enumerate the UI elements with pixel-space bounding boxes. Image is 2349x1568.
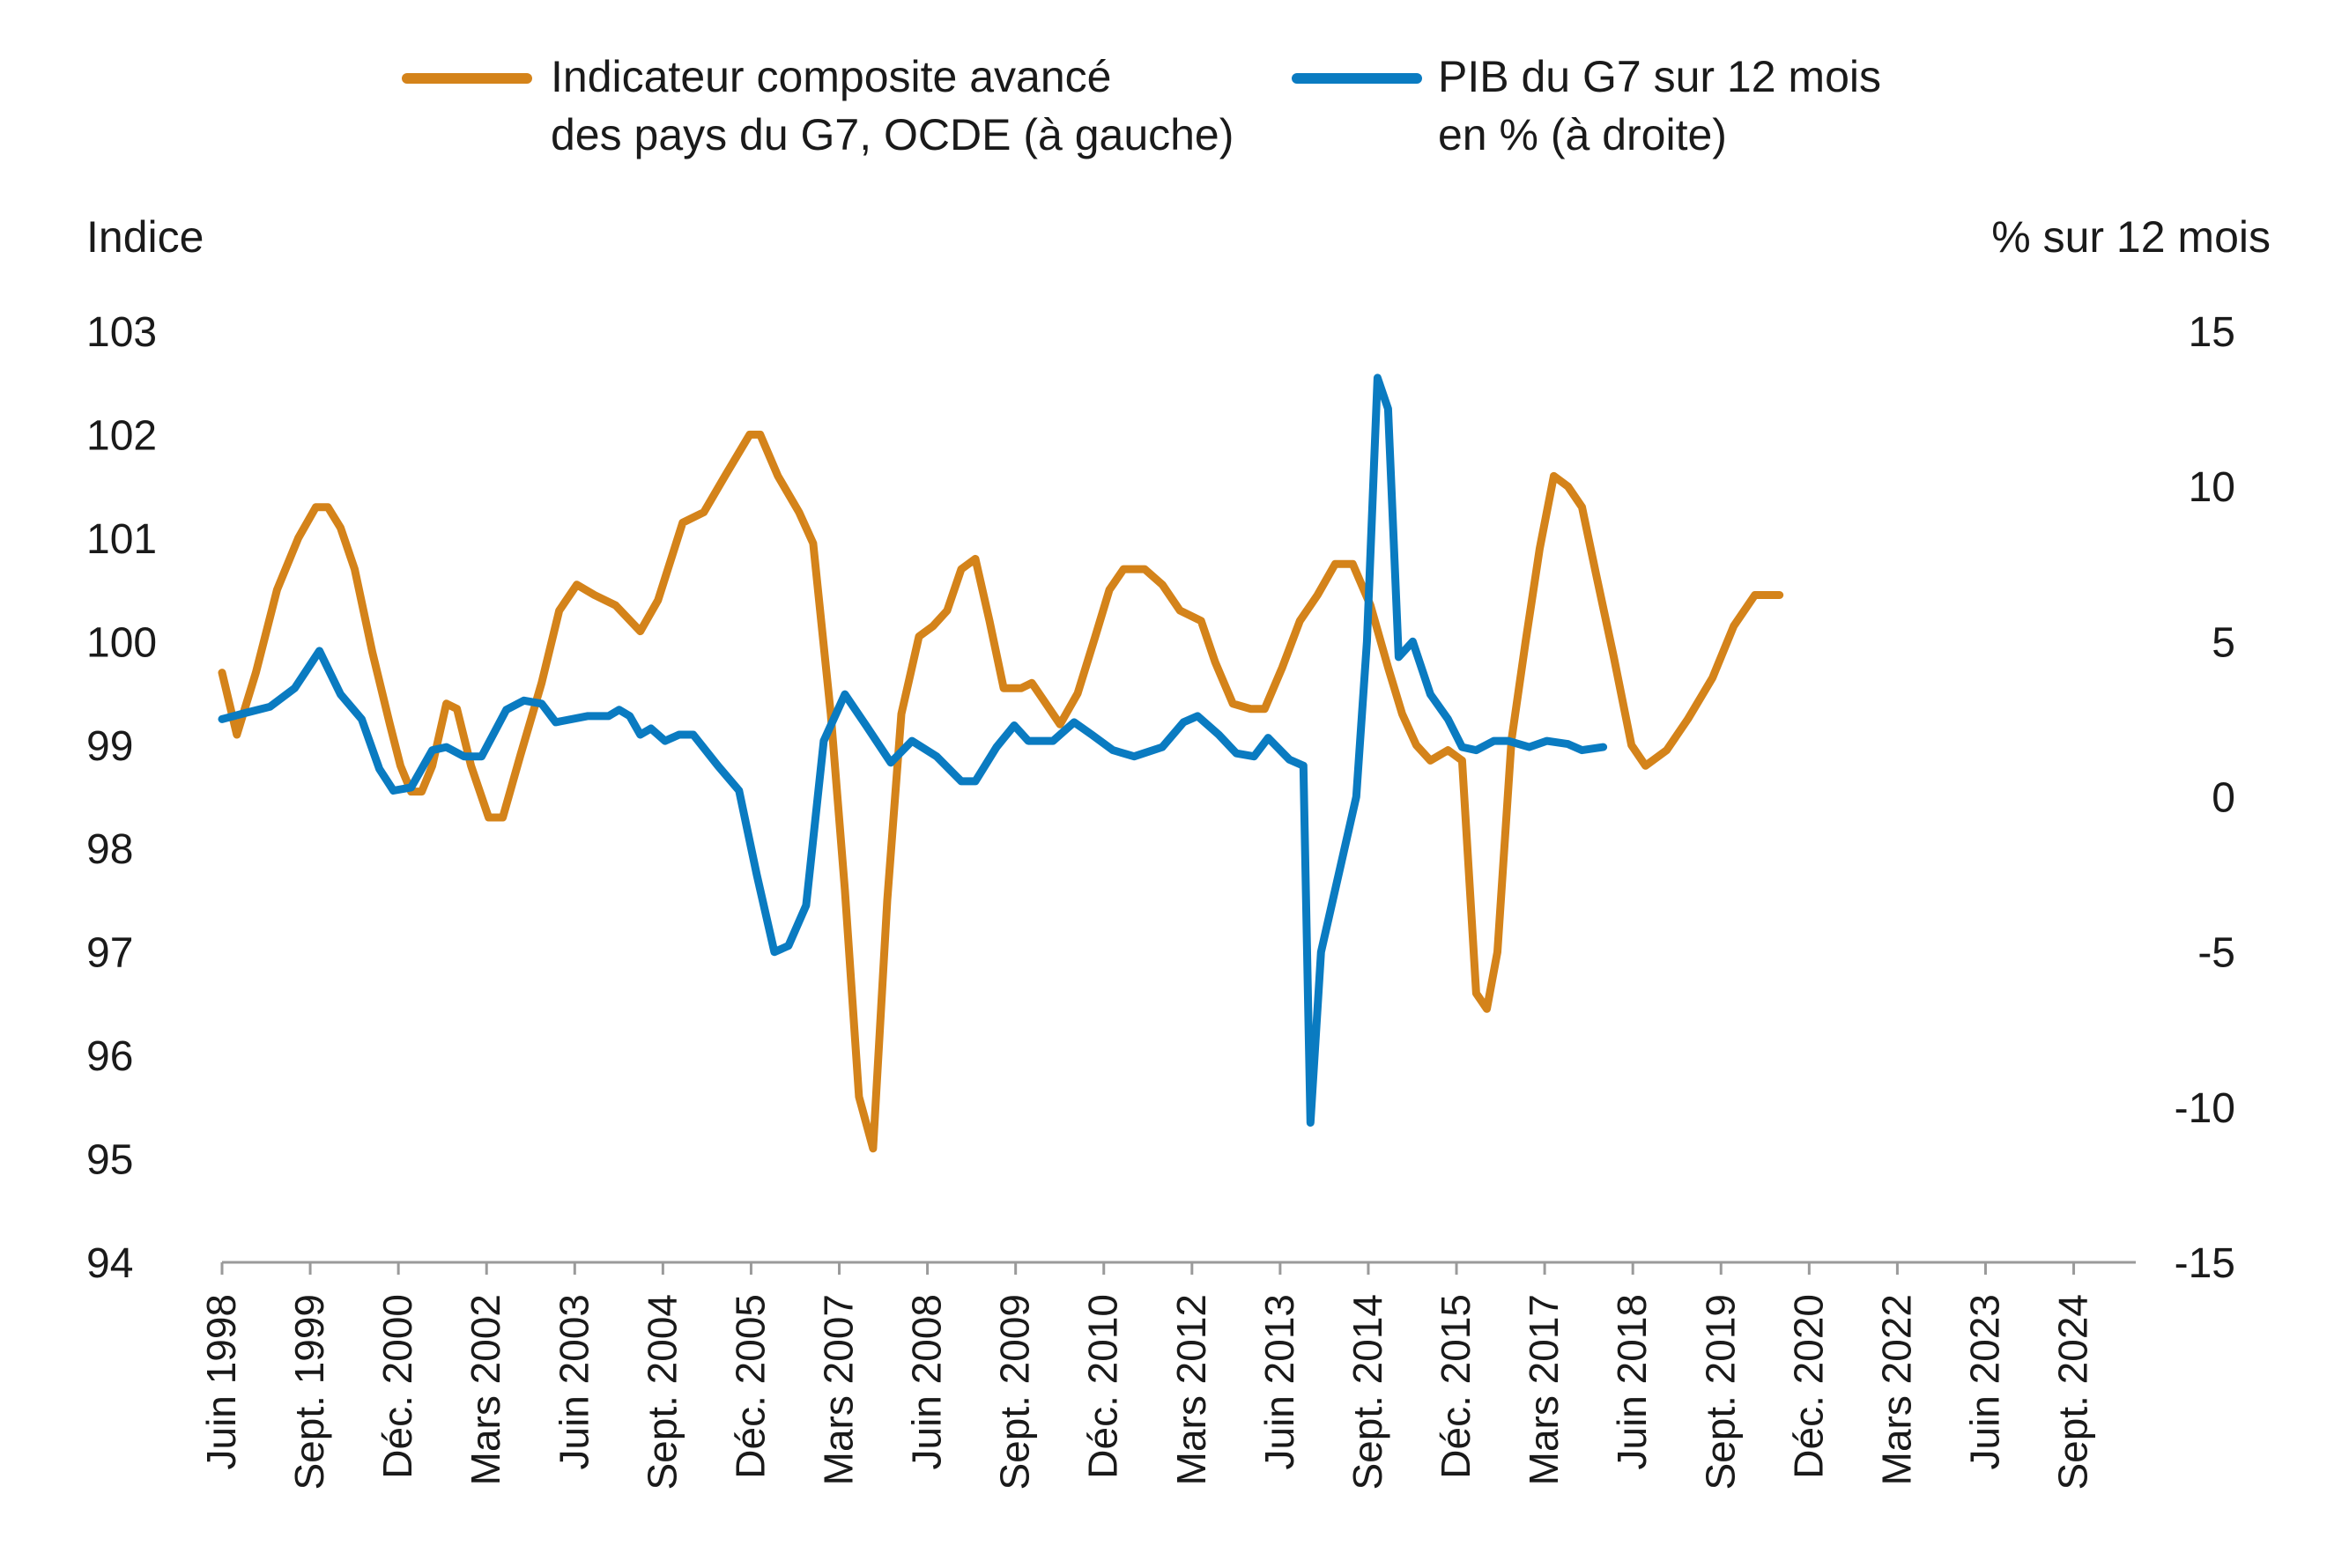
right-tick-label: -5 [2197, 930, 2235, 977]
left-tick-label: 96 [86, 1033, 133, 1080]
x-tick-label: Sept. 2024 [2050, 1294, 2096, 1490]
right-tick-label: 10 [2189, 464, 2235, 511]
legend-label-composite-line1: Indicateur composite avancé [551, 52, 1111, 101]
series-line-gdp [218, 374, 1608, 1127]
left-tick-label: 100 [86, 619, 157, 666]
x-tick-label: Sept. 2004 [639, 1294, 685, 1490]
left-tick-label: 103 [86, 309, 157, 356]
x-tick-label: Déc. 2000 [374, 1294, 420, 1479]
left-tick-label: 102 [86, 412, 157, 459]
right-axis-ticks: -15 -10 -5 0 5 10 15 [2175, 309, 2235, 1287]
x-tick-label: Mars 2012 [1168, 1294, 1214, 1485]
legend: Indicateur composite avancé des pays du … [402, 52, 1881, 159]
left-tick-label: 94 [86, 1240, 133, 1287]
x-tick-label: Mars 2007 [816, 1294, 862, 1485]
x-tick-label: Mars 2022 [1873, 1294, 1919, 1485]
x-tick-label: Déc. 2020 [1785, 1294, 1831, 1479]
x-tick-label: Mars 2017 [1521, 1294, 1567, 1485]
x-axis: Juin 1998 Sept. 1999 Déc. 2000 Mars 2002 Jui… [198, 1261, 2136, 1490]
x-tick-label: Juin 2013 [1256, 1294, 1302, 1470]
left-tick-label: 101 [86, 516, 157, 563]
right-tick-label: 5 [2212, 619, 2235, 666]
x-tick-label: Sept. 1999 [286, 1294, 332, 1490]
x-tick-label: Sept. 2019 [1697, 1294, 1743, 1490]
x-tick-label: Juin 1998 [198, 1294, 244, 1470]
left-tick-label: 98 [86, 826, 133, 873]
x-tick-label: Juin 2018 [1609, 1294, 1655, 1470]
x-tick-label: Juin 2008 [904, 1294, 950, 1470]
x-tick-label: Sept. 2009 [992, 1294, 1038, 1490]
series-layer [218, 374, 1784, 1153]
legend-label-composite-line2: des pays du G7, OCDE (à gauche) [551, 110, 1234, 159]
x-tick-label: Déc. 2015 [1433, 1294, 1478, 1479]
x-tick-label: Déc. 2010 [1080, 1294, 1126, 1479]
left-tick-label: 95 [86, 1137, 133, 1184]
right-tick-label: 15 [2189, 309, 2235, 356]
x-tick-label: Déc. 2005 [727, 1294, 773, 1479]
right-tick-label: -10 [2175, 1085, 2235, 1132]
right-axis-title: % sur 12 mois [1991, 212, 2271, 262]
right-tick-label: 0 [2212, 775, 2235, 822]
x-tick-label: Juin 2023 [1961, 1294, 2007, 1470]
left-tick-label: 99 [86, 723, 133, 770]
legend-label-gdp-line2: en % (à droite) [1438, 110, 1727, 159]
x-tick-label: Sept. 2014 [1345, 1294, 1390, 1490]
legend-label-gdp-line1: PIB du G7 sur 12 mois [1438, 52, 1881, 101]
right-tick-label: -15 [2175, 1240, 2235, 1287]
left-tick-label: 97 [86, 930, 133, 977]
x-tick-label: Juin 2003 [551, 1294, 597, 1470]
series-line-composite [218, 430, 1784, 1153]
x-tick-label: Mars 2002 [463, 1294, 508, 1485]
left-axis-title: Indice [86, 212, 204, 262]
left-axis-ticks: 94 95 96 97 98 99 100 101 102 103 [86, 309, 157, 1287]
